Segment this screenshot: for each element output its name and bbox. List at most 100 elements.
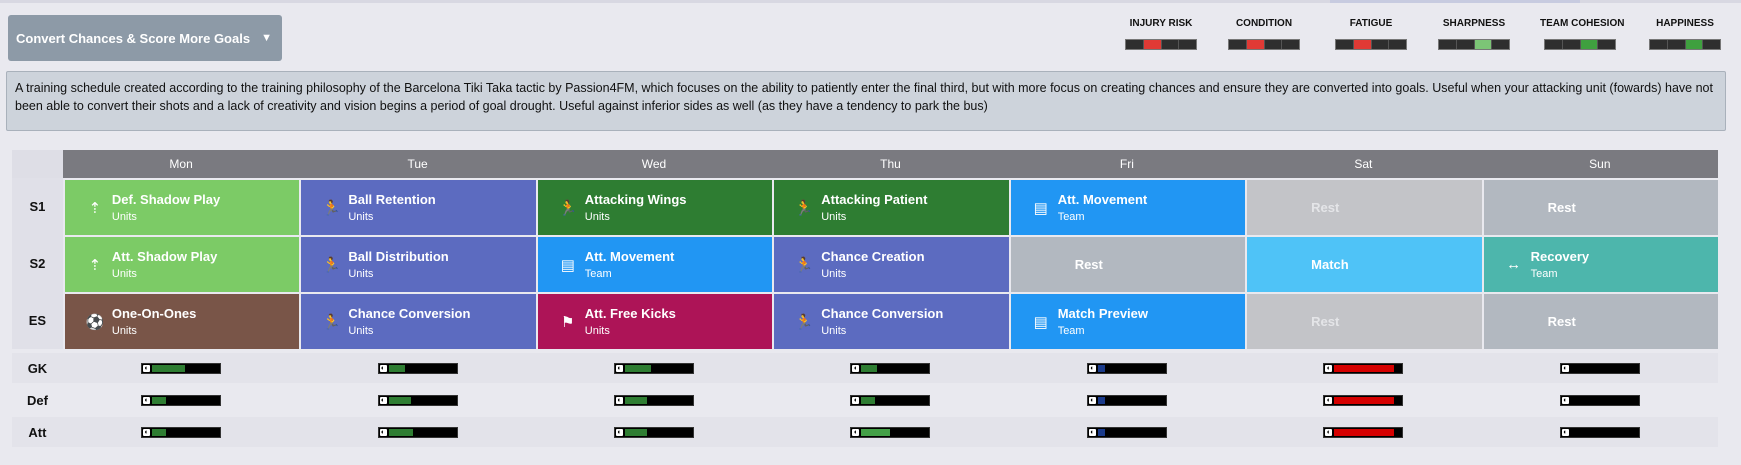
workload-cell: ◐ xyxy=(1482,353,1718,383)
training-session-sat-s1[interactable]: Rest xyxy=(1247,180,1482,235)
intensity-icon: ◐ xyxy=(852,364,860,372)
workload-cell: ◐ xyxy=(1009,353,1245,383)
session-name: Recovery xyxy=(1530,249,1590,264)
workload-fill xyxy=(861,364,878,372)
workload-bar[interactable]: ◐ xyxy=(1086,394,1167,406)
workload-cell: ◐ xyxy=(63,385,299,415)
workload-bar[interactable]: ◐ xyxy=(377,362,458,374)
workload-bar[interactable]: ◐ xyxy=(1559,394,1640,406)
training-session-sun-s2[interactable]: ↔ Recovery Team xyxy=(1483,237,1719,292)
workload-cell: ◐ xyxy=(772,385,1008,415)
meter-segment xyxy=(1545,40,1563,49)
meter-injury-risk[interactable]: INJURY RISK xyxy=(1121,18,1201,50)
intensity-icon: ◐ xyxy=(616,428,623,436)
workload-fill xyxy=(1334,396,1395,404)
meter-segment xyxy=(1456,40,1475,49)
training-session-fri-s2[interactable]: Rest xyxy=(1010,237,1246,292)
header-corner xyxy=(12,150,63,178)
training-session-fri-es[interactable]: ▤ Match Preview Team xyxy=(1010,294,1246,349)
workload-bar[interactable]: ◐ xyxy=(1323,362,1404,374)
training-session-sat-s2[interactable]: Match xyxy=(1247,237,1482,292)
meter-segment xyxy=(1126,40,1144,49)
session-text: Attacking Wings Units xyxy=(585,192,687,223)
day-header-wed: Wed xyxy=(535,150,773,178)
workload-bar[interactable]: ◐ xyxy=(850,394,931,406)
workload-bar[interactable]: ◐ xyxy=(377,426,458,438)
workload-bar[interactable]: ◐ xyxy=(850,426,931,438)
intensity-icon: ◐ xyxy=(852,396,860,404)
training-session-wed-es[interactable]: ⚑ Att. Free Kicks Units xyxy=(537,294,773,349)
meter-segment xyxy=(1492,40,1509,49)
meter-bar xyxy=(1125,39,1197,50)
training-session-thu-es[interactable]: 🏃 Chance Conversion Units xyxy=(774,294,1009,349)
workload-bar[interactable]: ◐ xyxy=(1323,394,1404,406)
session-type: Units xyxy=(111,325,137,337)
intensity-icon: ◐ xyxy=(1088,396,1096,404)
training-session-sat-es[interactable]: Rest xyxy=(1247,294,1482,349)
workload-bar[interactable]: ◐ xyxy=(850,362,931,374)
session-type: Units xyxy=(821,211,847,223)
workload-bar[interactable]: ◐ xyxy=(614,394,694,406)
session-text: Chance Creation Units xyxy=(821,249,924,280)
training-session-mon-s2[interactable]: ⇡ Att. Shadow Play Units xyxy=(64,237,300,292)
session-text: Attacking Patient Units xyxy=(821,192,927,223)
meter-sharpness[interactable]: SHARPNESS xyxy=(1434,18,1514,50)
workload-bar[interactable]: ◐ xyxy=(614,362,694,374)
workload-bar[interactable]: ◐ xyxy=(141,426,222,438)
workload-bar[interactable]: ◐ xyxy=(1086,426,1167,438)
workload-cell: ◐ xyxy=(1245,385,1481,415)
training-session-thu-s1[interactable]: 🏃 Attacking Patient Units xyxy=(774,180,1009,235)
training-session-thu-s2[interactable]: 🏃 Chance Creation Units xyxy=(774,237,1009,292)
training-session-sun-es[interactable]: Rest xyxy=(1483,294,1719,349)
day-header-sun: Sun xyxy=(1481,150,1719,178)
meter-segment xyxy=(1439,40,1457,49)
workload-bar[interactable]: ◐ xyxy=(1559,362,1640,374)
session-name: Rest xyxy=(1547,200,1576,215)
workload-bar[interactable]: ◐ xyxy=(1323,426,1404,438)
session-name: Match Preview xyxy=(1057,306,1149,321)
workload-bar[interactable]: ◐ xyxy=(1559,426,1640,438)
workload-bar[interactable]: ◐ xyxy=(141,394,222,406)
training-session-wed-s2[interactable]: ▤ Att. Movement Team xyxy=(537,237,773,292)
schedule-dropdown[interactable]: Convert Chances & Score More Goals ▼ xyxy=(8,15,282,61)
training-session-tue-s2[interactable]: 🏃 Ball Distribution Units xyxy=(301,237,536,292)
meter-label: CONDITION xyxy=(1235,18,1293,29)
session-label: ES xyxy=(12,292,63,349)
meter-bar xyxy=(1649,39,1721,50)
workload-bar[interactable]: ◐ xyxy=(141,362,222,374)
meter-condition[interactable]: CONDITION xyxy=(1224,18,1304,50)
shooting-icon: ⚽ xyxy=(85,313,105,331)
day-header-fri: Fri xyxy=(1008,150,1246,178)
training-session-tue-s1[interactable]: 🏃 Ball Retention Units xyxy=(301,180,536,235)
meter-bar xyxy=(1544,39,1616,50)
meter-happiness[interactable]: HAPPINESS xyxy=(1645,18,1725,50)
meter-segment xyxy=(1650,40,1668,49)
training-session-wed-s1[interactable]: 🏃 Attacking Wings Units xyxy=(537,180,773,235)
intensity-icon: ◐ xyxy=(143,428,151,436)
shadow-play-icon: ⇡ xyxy=(88,256,102,274)
meter-segment xyxy=(1161,40,1180,49)
training-session-fri-s1[interactable]: ▤ Att. Movement Team xyxy=(1010,180,1246,235)
meter-team-cohesion[interactable]: TEAM COHESION xyxy=(1540,18,1624,50)
meter-fatigue[interactable]: FATIGUE xyxy=(1331,18,1411,50)
workload-bar[interactable]: ◐ xyxy=(1086,362,1167,374)
meter-segment xyxy=(1336,40,1354,49)
workload-bar[interactable]: ◐ xyxy=(614,426,694,438)
workload-fill xyxy=(1097,428,1105,436)
workload-bar[interactable]: ◐ xyxy=(377,394,458,406)
intensity-icon: ◐ xyxy=(379,364,387,372)
session-text: Att. Free Kicks Units xyxy=(585,306,676,337)
training-session-mon-es[interactable]: ⚽ One-On-Ones Units xyxy=(64,294,300,349)
training-session-sun-s1[interactable]: Rest xyxy=(1483,180,1719,235)
meter-segment xyxy=(1474,40,1493,49)
intensity-icon: ◐ xyxy=(1088,428,1096,436)
meter-bar xyxy=(1335,39,1407,50)
workload-cell: ◐ xyxy=(536,417,772,447)
workload-cell: ◐ xyxy=(63,353,299,383)
meter-segment xyxy=(1685,40,1704,49)
runner-icon: 🏃 xyxy=(321,313,341,331)
training-session-mon-s1[interactable]: ⇡ Def. Shadow Play Units xyxy=(64,180,300,235)
training-session-tue-es[interactable]: 🏃 Chance Conversion Units xyxy=(301,294,536,349)
meter-label: FATIGUE xyxy=(1349,18,1393,29)
workload-fill xyxy=(152,364,186,372)
